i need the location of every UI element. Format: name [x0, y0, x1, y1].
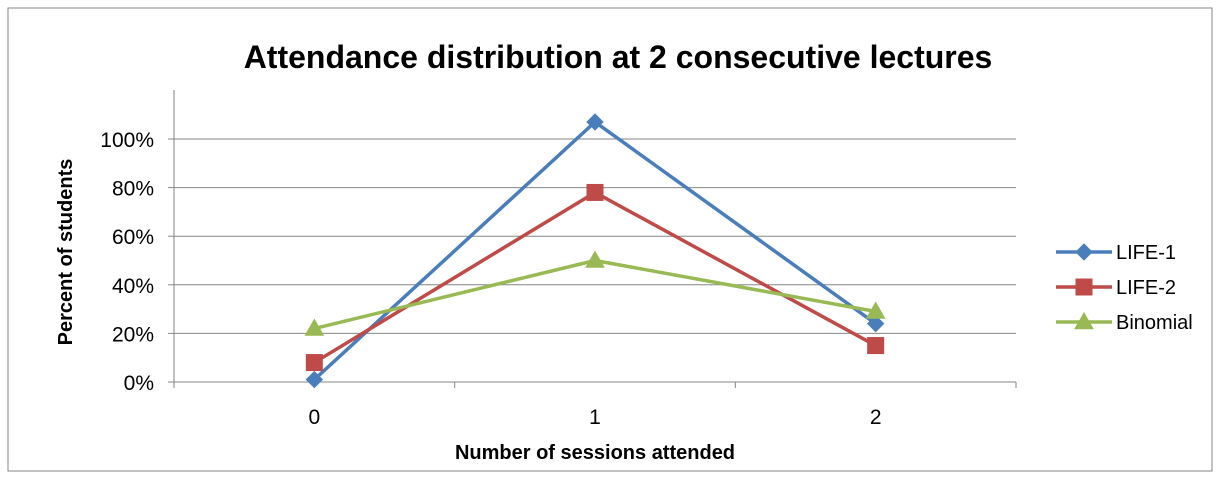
y-tick-label: 20% — [112, 323, 154, 346]
data-point — [585, 250, 605, 268]
y-tick-labels: 0% 20% 40% 60% 80% 100% — [100, 129, 154, 395]
data-point — [305, 354, 323, 372]
y-tick-label: 40% — [112, 275, 154, 298]
gridlines — [174, 138, 1016, 334]
legend-label: Binomial — [1116, 312, 1193, 334]
data-point — [1075, 243, 1093, 261]
data-point — [865, 301, 886, 319]
x-tick-labels: 0 1 2 — [308, 406, 881, 429]
data-point — [867, 337, 885, 355]
y-tick-label: 100% — [100, 129, 154, 152]
legend-label: LIFE-2 — [1116, 277, 1176, 299]
legend: LIFE-1 LIFE-2 Binomial — [1056, 242, 1193, 334]
series-layer — [304, 113, 886, 389]
series-binomial — [304, 250, 886, 336]
data-point — [1074, 311, 1094, 330]
series-life-1 — [305, 113, 885, 389]
legend-item: LIFE-1 — [1056, 242, 1176, 264]
data-point — [866, 314, 885, 333]
y-axis-label: Percent of students — [55, 159, 77, 346]
legend-label: LIFE-1 — [1116, 242, 1176, 264]
data-point — [305, 370, 324, 389]
chart-title: Attendance distribution at 2 consecutive… — [244, 39, 993, 75]
x-tick-label: 0 — [308, 406, 320, 429]
data-point — [304, 318, 325, 336]
x-tick-label: 2 — [870, 406, 882, 429]
data-point — [586, 113, 604, 131]
chart-border — [7, 7, 1213, 472]
x-tick-label: 1 — [589, 406, 601, 429]
x-axis-label: Number of sessions attended — [455, 442, 735, 464]
y-tick-label: 0% — [124, 372, 154, 395]
legend-item: LIFE-2 — [1056, 277, 1176, 299]
legend-item: Binomial — [1056, 311, 1193, 334]
data-point — [1075, 278, 1093, 296]
data-point — [586, 183, 604, 201]
y-tick-label: 60% — [112, 226, 154, 249]
y-tick-label: 80% — [112, 178, 154, 201]
